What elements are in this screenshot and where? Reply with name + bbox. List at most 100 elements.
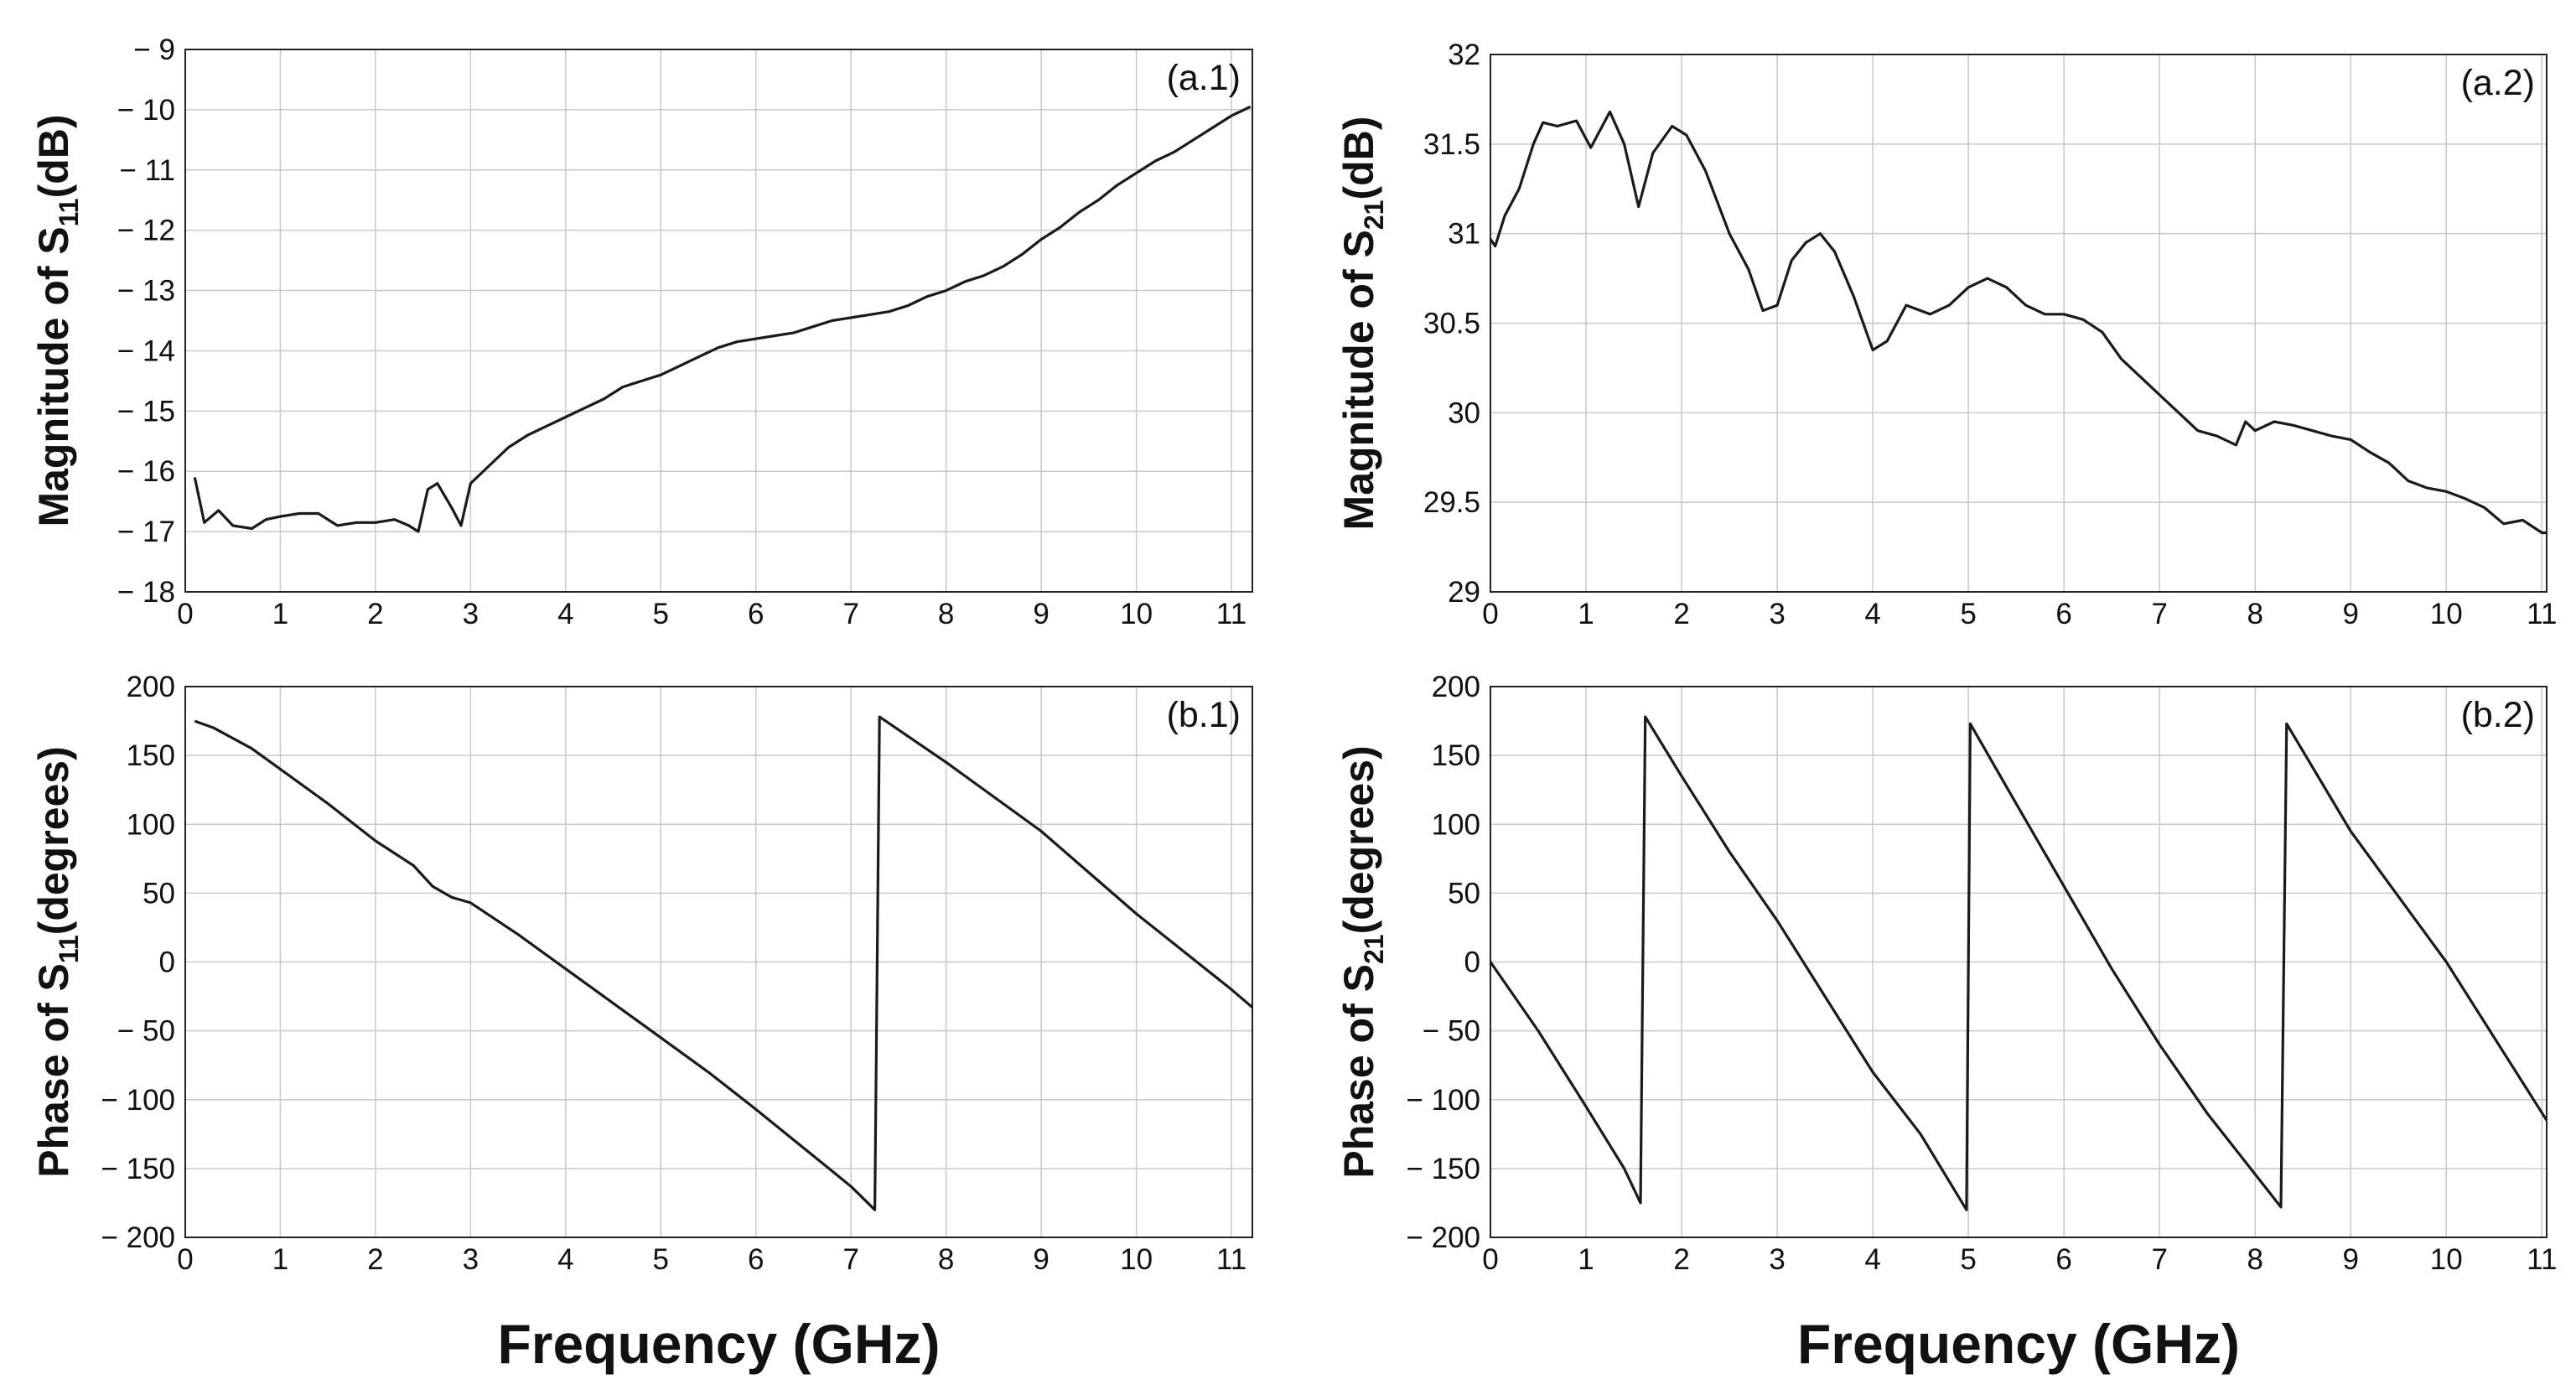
y-label-subscript: 11 <box>54 935 84 963</box>
y-tick-label: 50 <box>1448 877 1480 910</box>
x-tick-label: 3 <box>1769 1243 1785 1276</box>
x-tick-label: 10 <box>2430 1243 2463 1276</box>
y-tick-label: − 200 <box>1406 1221 1480 1254</box>
y-tick-label: − 10 <box>117 94 175 127</box>
x-tick-label: 2 <box>367 1243 383 1276</box>
x-tick-label: 0 <box>1482 1243 1498 1276</box>
y-label-subscript: 11 <box>54 198 84 226</box>
x-tick-label: 1 <box>272 1243 288 1276</box>
x-tick-label: 6 <box>748 1243 764 1276</box>
y-tick-label: 31.5 <box>1423 128 1480 161</box>
y-tick-label: 29.5 <box>1423 486 1480 519</box>
y-label-text: (dB) <box>30 114 77 198</box>
x-tick-label: 10 <box>1120 1243 1153 1276</box>
y-tick-label: − 100 <box>101 1084 175 1117</box>
y-tick-label: 150 <box>1432 739 1480 772</box>
y-label-text: Magnitude of S <box>1335 230 1382 530</box>
y-tick-label: − 18 <box>117 576 175 609</box>
x-tick-label: 6 <box>2055 598 2071 630</box>
data-line <box>1489 110 2547 535</box>
x-tick-label: 10 <box>1120 598 1153 630</box>
x-tick-label: 4 <box>557 598 573 630</box>
y-tick-label: 31 <box>1448 218 1480 251</box>
panel-label: (a.2) <box>2461 63 2535 103</box>
plot-frame <box>1490 54 2547 593</box>
y-tick-label: 100 <box>1432 808 1480 841</box>
data-line <box>194 715 1254 1211</box>
x-tick-label: 5 <box>653 598 669 630</box>
y-tick-label: − 50 <box>117 1015 175 1048</box>
panel-label: (a.1) <box>1167 58 1241 98</box>
plot-frame <box>184 49 1253 593</box>
x-tick-label: 9 <box>2343 598 2359 630</box>
y-tick-label: 150 <box>127 739 175 772</box>
x-tick-label: 3 <box>1769 598 1785 630</box>
x-tick-label: 0 <box>1482 598 1498 630</box>
x-tick-label: 11 <box>1216 598 1247 630</box>
y-tick-label: 29 <box>1448 576 1480 609</box>
y-label-text: (degrees) <box>1335 745 1382 934</box>
y-tick-label: − 12 <box>117 215 175 247</box>
y-tick-label: 0 <box>1464 946 1480 979</box>
x-tick-label: 9 <box>1033 1243 1049 1276</box>
panel-label: (b.2) <box>2461 695 2535 735</box>
x-tick-label: 0 <box>177 1243 193 1276</box>
y-axis-label: Magnitude of S21(dB) <box>1335 117 1389 531</box>
x-tick-label: 7 <box>842 598 858 630</box>
x-tick-label: 0 <box>177 598 193 630</box>
x-tick-label: 7 <box>842 1243 858 1276</box>
x-axis-label: Frequency (GHz) <box>497 1313 940 1375</box>
y-tick-label: 32 <box>1448 39 1480 71</box>
y-label-text: Phase of S <box>1335 964 1382 1179</box>
y-tick-label: − 15 <box>117 395 175 428</box>
y-label-text: (degrees) <box>30 746 77 935</box>
x-tick-label: 4 <box>1864 598 1880 630</box>
y-label-text: Magnitude of S <box>30 226 77 526</box>
x-tick-label: 6 <box>2055 1243 2071 1276</box>
y-tick-label: 30.5 <box>1423 308 1480 340</box>
y-tick-label: − 14 <box>117 334 175 367</box>
y-tick-label: 200 <box>127 671 175 703</box>
x-tick-label: 10 <box>2430 598 2463 630</box>
y-tick-label: 50 <box>143 877 175 910</box>
x-tick-label: 3 <box>463 598 479 630</box>
x-tick-label: 9 <box>1033 598 1049 630</box>
x-axis-label: Frequency (GHz) <box>1797 1313 2240 1375</box>
plot-frame <box>184 686 1253 1238</box>
x-tick-label: 8 <box>938 1243 954 1276</box>
y-tick-label: 200 <box>1432 671 1480 703</box>
y-tick-label: − 50 <box>1423 1015 1480 1048</box>
x-tick-label: 1 <box>1578 598 1594 630</box>
x-tick-label: 5 <box>1960 1243 1976 1276</box>
x-tick-label: 7 <box>2151 1243 2167 1276</box>
y-axis-label: Phase of S11(degrees) <box>30 746 84 1178</box>
x-tick-label: 11 <box>2527 1243 2557 1276</box>
x-tick-label: 8 <box>2247 1243 2262 1276</box>
x-tick-label: 9 <box>2343 1243 2359 1276</box>
x-tick-label: 6 <box>748 598 764 630</box>
y-tick-label: − 200 <box>101 1221 175 1254</box>
y-label-text: Phase of S <box>30 963 77 1178</box>
y-tick-label: − 13 <box>117 275 175 308</box>
x-tick-label: 8 <box>938 598 954 630</box>
y-tick-label: − 150 <box>101 1153 175 1185</box>
y-axis-label: Magnitude of S11(dB) <box>30 114 84 526</box>
data-line <box>193 105 1252 533</box>
data-line <box>1489 715 2548 1211</box>
x-tick-label: 11 <box>2527 598 2557 630</box>
x-tick-label: 2 <box>1673 598 1689 630</box>
y-tick-label: − 100 <box>1406 1084 1480 1117</box>
x-tick-label: 4 <box>557 1243 573 1276</box>
y-label-subscript: 21 <box>1359 934 1389 964</box>
y-axis-label: Phase of S21(degrees) <box>1335 745 1389 1178</box>
y-tick-label: − 17 <box>117 516 175 548</box>
y-tick-label: 0 <box>159 946 175 979</box>
x-tick-label: 2 <box>367 598 383 630</box>
x-tick-label: 2 <box>1673 1243 1689 1276</box>
y-tick-label: − 11 <box>120 154 176 187</box>
x-tick-label: 5 <box>653 1243 669 1276</box>
x-tick-label: 5 <box>1960 598 1976 630</box>
x-tick-label: 7 <box>2151 598 2167 630</box>
x-tick-label: 4 <box>1864 1243 1880 1276</box>
y-tick-label: − 16 <box>117 455 175 488</box>
